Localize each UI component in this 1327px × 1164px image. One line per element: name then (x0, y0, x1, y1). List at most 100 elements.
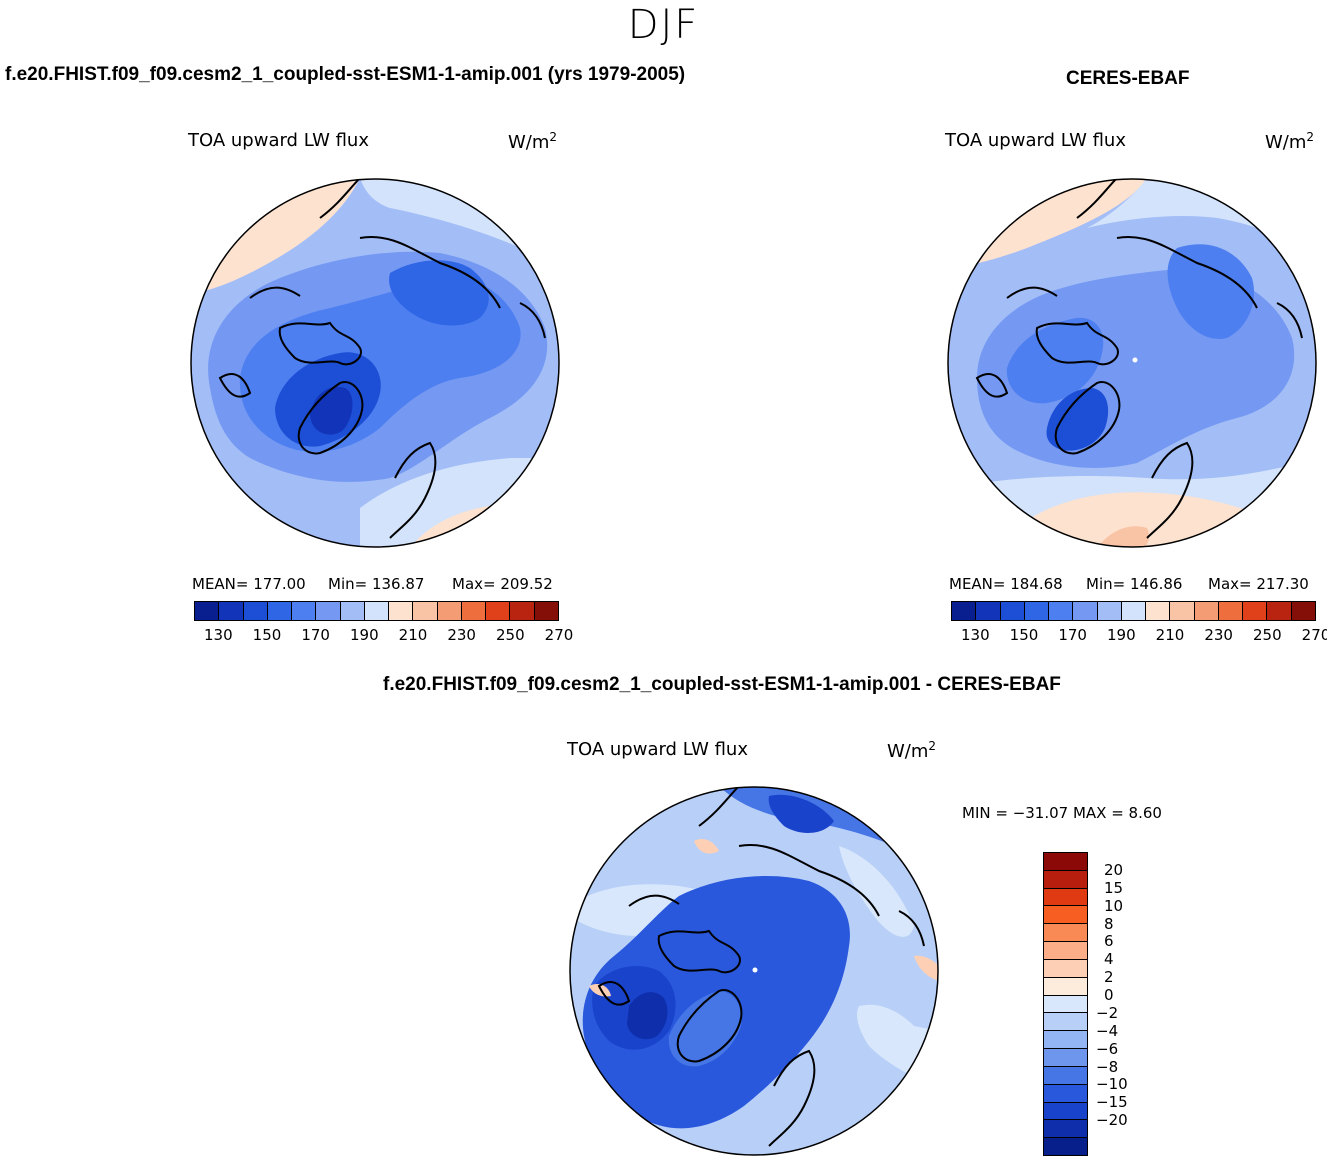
colorbar-swatch (1044, 1120, 1087, 1139)
colorbar-swatch (1044, 977, 1087, 996)
colorbar-swatch (1044, 906, 1087, 925)
colorbar-swatch (976, 602, 1001, 620)
colorbar-swatch (1044, 1049, 1087, 1067)
colorbar-swatch (1049, 602, 1074, 620)
colorbar-tick-label: 6 (1104, 932, 1114, 951)
right-panel-title: CERES-EBAF (1066, 68, 1190, 89)
diff-panel-title: f.e20.FHIST.f09_f09.cesm2_1_coupled-sst-… (383, 674, 1061, 695)
colorbar-tick-label: 150 (252, 626, 282, 644)
colorbar-swatch (267, 602, 293, 620)
colorbar-swatch (1218, 602, 1244, 620)
left-mean-stat: MEAN= 177.00 (192, 575, 306, 593)
diff-polar-map (569, 786, 939, 1156)
diff-units-label: W/m2 (887, 739, 937, 762)
colorbar-tick-label: 170 (301, 626, 330, 644)
colorbar-tick-label: 10 (1104, 896, 1124, 915)
left-panel-title: f.e20.FHIST.f09_f09.cesm2_1_coupled-sst-… (5, 64, 686, 85)
colorbar-tick-label: 4 (1104, 950, 1114, 969)
colorbar-swatch (1044, 1102, 1087, 1121)
colorbar-swatch (534, 602, 558, 620)
colorbar-swatch (364, 602, 390, 620)
left-units-label: W/m2 (508, 130, 558, 153)
colorbar-swatch (1044, 1138, 1087, 1156)
colorbar-swatch (243, 602, 268, 620)
colorbar-swatch (1044, 1013, 1087, 1032)
colorbar-swatch (461, 602, 487, 620)
colorbar-swatch (195, 602, 220, 620)
colorbar-swatch (1097, 602, 1122, 620)
colorbar-swatch (340, 602, 365, 620)
right-min-stat: Min= 146.86 (1086, 575, 1183, 593)
colorbar-tick-label: 15 (1104, 878, 1124, 897)
colorbar-swatch (1024, 602, 1050, 620)
right-variable-label: TOA upward LW flux (945, 130, 1126, 151)
colorbar-swatch (1044, 888, 1087, 907)
colorbar-tick-label: −15 (1096, 1093, 1128, 1112)
diff-colorbar (1043, 852, 1088, 1156)
colorbar-tick-label: 270 (1301, 626, 1327, 644)
colorbar-tick-label: 0 (1104, 986, 1114, 1005)
colorbar-swatch (292, 602, 317, 620)
colorbar-tick-label: 150 (1009, 626, 1039, 644)
colorbar-swatch (389, 602, 414, 620)
colorbar-tick-label: 210 (1155, 626, 1185, 644)
colorbar-swatch (1044, 1084, 1087, 1103)
left-max-stat: Max= 209.52 (452, 575, 553, 593)
colorbar-swatch (486, 602, 511, 620)
colorbar-tick-label: 230 (447, 626, 476, 644)
colorbar-swatch (1044, 995, 1087, 1014)
right-max-stat: Max= 217.30 (1208, 575, 1309, 593)
colorbar-swatch (1044, 870, 1087, 889)
colorbar-tick-label: −8 (1096, 1057, 1119, 1076)
colorbar-tick-label: −10 (1096, 1075, 1128, 1094)
colorbar-tick-label: 250 (496, 626, 525, 644)
colorbar-swatch (1044, 924, 1087, 943)
colorbar-swatch (1044, 959, 1087, 978)
colorbar-swatch (1267, 602, 1292, 620)
colorbar-swatch (1073, 602, 1098, 620)
colorbar-swatch (1194, 602, 1219, 620)
colorbar-tick-label: −6 (1096, 1039, 1119, 1058)
diff-variable-label: TOA upward LW flux (567, 739, 748, 760)
diff-minmax-stat: MIN = −31.07 MAX = 8.60 (962, 804, 1162, 822)
right-colorbar (951, 601, 1316, 621)
colorbar-tick-label: 270 (544, 626, 574, 644)
colorbar-swatch (1291, 602, 1315, 620)
right-units-label: W/m2 (1265, 130, 1315, 153)
colorbar-swatch (1044, 942, 1087, 960)
colorbar-tick-label: 20 (1104, 860, 1124, 879)
colorbar-tick-label: 210 (398, 626, 428, 644)
colorbar-swatch (316, 602, 341, 620)
right-polar-map (947, 178, 1317, 548)
colorbar-tick-label: 190 (1107, 626, 1136, 644)
colorbar-swatch (1044, 1031, 1087, 1050)
colorbar-tick-label: −4 (1096, 1021, 1119, 1040)
colorbar-tick-label: −20 (1096, 1111, 1128, 1130)
colorbar-swatch (437, 602, 462, 620)
left-min-stat: Min= 136.87 (328, 575, 425, 593)
colorbar-swatch (510, 602, 535, 620)
colorbar-tick-label: 130 (204, 626, 233, 644)
left-polar-map (190, 178, 560, 548)
colorbar-swatch (219, 602, 244, 620)
colorbar-swatch (1044, 853, 1087, 871)
colorbar-swatch (1000, 602, 1025, 620)
colorbar-swatch (1243, 602, 1268, 620)
left-variable-label: TOA upward LW flux (188, 130, 369, 151)
colorbar-tick-label: 8 (1104, 914, 1114, 933)
colorbar-tick-label: 250 (1253, 626, 1282, 644)
colorbar-tick-label: 230 (1204, 626, 1233, 644)
colorbar-tick-label: 170 (1058, 626, 1087, 644)
colorbar-swatch (1121, 602, 1147, 620)
season-title: DJF (627, 2, 700, 48)
colorbar-swatch (1170, 602, 1195, 620)
colorbar-swatch (1146, 602, 1171, 620)
colorbar-tick-label: −2 (1096, 1003, 1119, 1022)
colorbar-swatch (413, 602, 438, 620)
colorbar-swatch (952, 602, 977, 620)
colorbar-tick-label: 190 (350, 626, 379, 644)
colorbar-tick-label: 2 (1104, 968, 1114, 987)
right-mean-stat: MEAN= 184.68 (949, 575, 1063, 593)
colorbar-swatch (1044, 1066, 1087, 1085)
colorbar-tick-label: 130 (961, 626, 990, 644)
